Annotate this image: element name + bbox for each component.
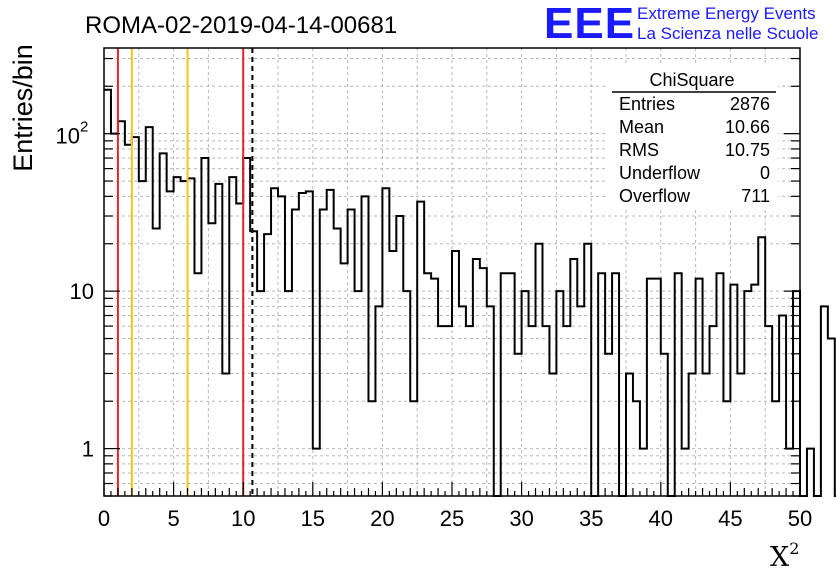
x-tick-label: 25 (440, 506, 464, 531)
histogram-bars (104, 88, 836, 497)
logo-mark: EEE (544, 0, 636, 48)
x-tick-label: 35 (579, 506, 603, 531)
x-tick-label: 30 (509, 506, 533, 531)
stats-label-underflow: Underflow (619, 163, 701, 183)
x-axis-label-base: X (770, 542, 790, 572)
stats-value-underflow: 0 (760, 163, 770, 183)
x-tick-label: 40 (649, 506, 673, 531)
logo-line-1: Extreme Energy Events (637, 4, 816, 23)
x-tick-label: 5 (167, 506, 179, 531)
y-tick-label: 1 (82, 437, 94, 462)
stats-label-entries: Entries (619, 94, 675, 114)
logo-line-2: La Scienza nelle Scuole (637, 24, 819, 43)
reference-lines (116, 48, 254, 496)
x-tick-label: 15 (301, 506, 325, 531)
x-tick-label: 50 (788, 506, 812, 531)
stats-value-entries: 2876 (730, 94, 770, 114)
x-tick-label: 10 (231, 506, 255, 531)
x-axis-label: X2 (770, 539, 799, 572)
x-tick-label: 20 (370, 506, 394, 531)
chart-title: ROMA-02-2019-04-14-00681 (85, 12, 397, 39)
stats-label-overflow: Overflow (619, 186, 691, 206)
stats-box-title: ChiSquare (649, 70, 734, 90)
stats-box-background (606, 66, 778, 210)
y-tick-label: 10 (70, 279, 94, 304)
y-axis-label: Entries/bin (8, 44, 38, 172)
stats-value-overflow: 711 (741, 186, 770, 206)
stats-value-rms: 10.75 (725, 140, 770, 160)
y-tick-label: 10 (56, 124, 80, 149)
histogram-outline (104, 88, 836, 497)
x-axis-label-exponent: 2 (789, 539, 799, 558)
stats-box: ChiSquare Entries 2876 Mean 10.66 RMS 10… (606, 66, 778, 210)
stats-value-mean: 10.66 (725, 117, 770, 137)
stats-label-rms: RMS (619, 140, 659, 160)
y-tick-label-exponent: 2 (80, 119, 88, 136)
x-tick-label: 45 (718, 506, 742, 531)
eee-logo: EEE Extreme Energy Events La Scienza nel… (544, 2, 834, 46)
stats-label-mean: Mean (619, 117, 664, 137)
x-axis-ticks: 0 5 10 15 20 25 30 35 40 45 50 (98, 482, 812, 531)
x-tick-label: 0 (98, 506, 110, 531)
